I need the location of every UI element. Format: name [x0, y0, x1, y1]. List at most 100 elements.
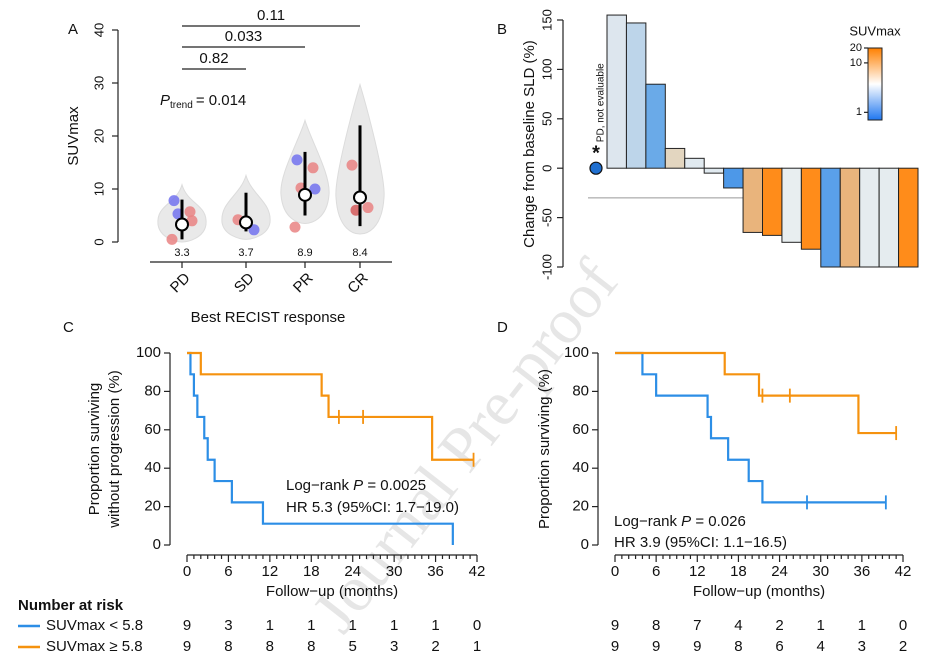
data-point	[346, 159, 358, 171]
bar	[762, 167, 783, 236]
x-tick-label: 36	[427, 563, 444, 580]
x-tick-label: SD	[231, 270, 258, 297]
bar	[781, 167, 802, 243]
at-risk-count: 0	[899, 617, 907, 634]
data-point	[307, 162, 319, 174]
legend-label: SUVmax ≥ 5.8	[46, 638, 143, 655]
annotation-prefix: Log−rank	[614, 513, 681, 530]
survival-curve	[615, 351, 897, 435]
y-tick-label: 0	[539, 165, 554, 172]
trend-annotation: Ptrend = 0.014	[160, 92, 246, 111]
at-risk-count: 1	[817, 617, 825, 634]
survival-curve	[187, 351, 454, 545]
annotation-italic: P	[681, 513, 691, 530]
y-tick-label: 40	[91, 23, 106, 37]
annotation-text: HR 5.3 (95%CI: 1.7−19.0)	[286, 499, 459, 516]
annotation-text: HR 3.9 (95%CI: 1.1−16.5)	[614, 534, 787, 551]
x-tick-label: 42	[895, 563, 912, 580]
x-tick-label: 6	[224, 563, 232, 580]
x-tick-label: 30	[812, 563, 829, 580]
x-tick-label: 0	[183, 563, 191, 580]
at-risk-count: 9	[693, 638, 701, 655]
survival-curve	[187, 351, 474, 461]
x-tick-label: 30	[386, 563, 403, 580]
median-label: 8.4	[352, 247, 367, 259]
bar	[684, 157, 705, 169]
data-point	[186, 215, 198, 227]
bar	[703, 167, 725, 174]
x-tick-label: 12	[262, 563, 279, 580]
x-tick-label: 18	[730, 563, 747, 580]
data-point	[184, 206, 196, 218]
at-risk-count: 8	[224, 638, 232, 655]
y-tick-label: 20	[572, 498, 589, 515]
median-marker	[239, 215, 253, 230]
at-risk-count: 3	[390, 638, 398, 655]
panel-letter: D	[497, 319, 508, 336]
comparison-p-value: 0.82	[199, 50, 228, 67]
bar	[839, 167, 861, 268]
y-tick-label: -50	[539, 208, 554, 227]
x-tick-label: 18	[303, 563, 320, 580]
annotation: HR 3.9 (95%CI: 1.1−16.5)	[614, 534, 787, 551]
y-tick-label: 20	[91, 129, 106, 143]
bar	[723, 167, 744, 189]
median-label: 3.7	[238, 247, 253, 259]
colorbar-title: SUVmax	[849, 23, 901, 38]
at-risk-count: 8	[734, 638, 742, 655]
x-tick-label: 36	[854, 563, 871, 580]
not-evaluable-star: *	[592, 142, 600, 164]
at-risk-count: 1	[390, 617, 398, 634]
at-risk-count: 1	[473, 638, 481, 655]
data-point	[248, 224, 260, 236]
at-risk-count: 9	[183, 617, 191, 634]
colorbar-tick-label: 1	[856, 106, 862, 118]
x-tick-label: 0	[611, 563, 619, 580]
data-point	[168, 195, 180, 207]
comparison-p-value: 0.033	[225, 28, 263, 45]
comparison-p-value: 0.11	[257, 7, 285, 24]
trend-subscript: trend	[170, 100, 193, 111]
x-axis-label: Follow−up (months)	[266, 583, 398, 600]
at-risk-count: 3	[858, 638, 866, 655]
y-axis-label: without progression (%)	[106, 370, 123, 529]
y-tick-label: 50	[539, 112, 554, 126]
trend-text: = 0.014	[196, 92, 246, 109]
bar	[742, 167, 763, 233]
colorbar-tick-label: 20	[850, 42, 862, 54]
at-risk-count: 9	[652, 638, 660, 655]
at-risk-count: 2	[899, 638, 907, 655]
x-tick-label: 12	[689, 563, 706, 580]
data-point	[362, 202, 374, 214]
annotation-suffix: = 0.0025	[363, 477, 426, 494]
median-marker	[298, 187, 312, 202]
colorbar	[867, 47, 883, 121]
x-tick-label: 6	[652, 563, 660, 580]
at-risk-count: 4	[817, 638, 825, 655]
data-point	[166, 233, 178, 245]
not-evaluable-marker	[589, 161, 603, 175]
at-risk-count: 6	[775, 638, 783, 655]
y-tick-label: 60	[572, 421, 589, 438]
y-tick-label: 10	[91, 182, 106, 196]
data-point	[291, 154, 303, 166]
x-tick-label: 42	[469, 563, 486, 580]
data-point	[309, 183, 321, 195]
at-risk-count: 0	[473, 617, 481, 634]
y-tick-label: 0	[581, 536, 589, 553]
bar	[898, 167, 919, 268]
y-tick-label: 0	[91, 238, 106, 245]
x-axis-label: Best RECIST response	[191, 309, 346, 326]
x-tick-label: 24	[771, 563, 788, 580]
at-risk-count: 2	[775, 617, 783, 634]
at-risk-count: 5	[349, 638, 357, 655]
y-axis-label: Proportion surviving	[86, 383, 103, 516]
annotation-italic: P	[353, 477, 363, 494]
at-risk-count: 8	[307, 638, 315, 655]
y-axis-label: SUVmax	[65, 106, 82, 166]
y-tick-label: 100	[564, 344, 589, 361]
median-label: 8.9	[297, 247, 312, 259]
risk-table-title: Number at risk	[18, 597, 124, 614]
y-tick-label: 20	[144, 498, 161, 515]
x-tick-label: PR	[290, 270, 317, 297]
